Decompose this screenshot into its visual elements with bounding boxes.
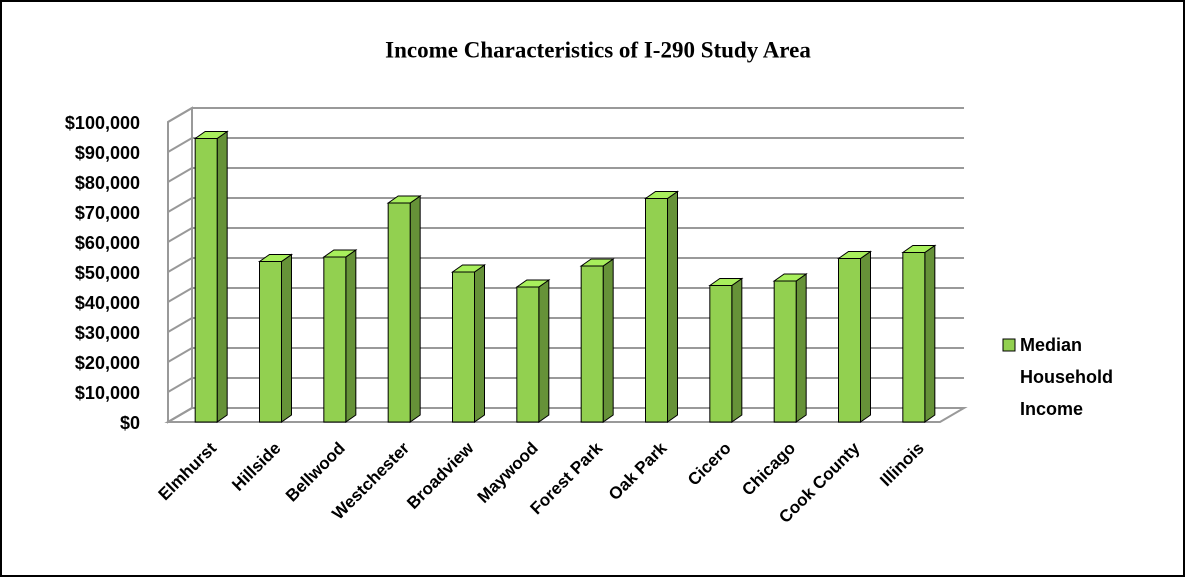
bar bbox=[772, 273, 808, 423]
legend-swatch bbox=[1002, 338, 1016, 352]
bar-front bbox=[323, 256, 347, 423]
bar-front bbox=[902, 252, 926, 423]
bar bbox=[257, 253, 294, 423]
bar-side bbox=[345, 249, 357, 423]
grid-line bbox=[167, 407, 964, 423]
y-tick-label: $90,000 bbox=[75, 143, 140, 163]
bar-front bbox=[838, 258, 861, 423]
y-tick-label: $30,000 bbox=[75, 323, 140, 343]
grid-line bbox=[167, 347, 964, 363]
bar-side bbox=[924, 244, 936, 423]
bar bbox=[901, 244, 937, 423]
grid-line bbox=[167, 317, 964, 333]
chart-title: Income Characteristics of I-290 Study Ar… bbox=[385, 37, 811, 62]
bar bbox=[708, 277, 744, 423]
bar-side bbox=[795, 273, 807, 423]
bar-side bbox=[667, 190, 678, 423]
y-tick-label: $80,000 bbox=[75, 173, 140, 193]
y-tick-label: $10,000 bbox=[75, 383, 140, 403]
bar bbox=[643, 190, 680, 423]
grid-line bbox=[167, 287, 964, 303]
grid-line bbox=[167, 377, 964, 393]
bar-front bbox=[773, 280, 797, 423]
bar-side bbox=[538, 279, 550, 423]
y-tick-label: $100,000 bbox=[65, 113, 140, 133]
bar bbox=[193, 130, 229, 423]
bar-front bbox=[452, 271, 475, 423]
bar bbox=[450, 264, 487, 423]
bar-side bbox=[474, 264, 485, 423]
bar-front bbox=[645, 198, 668, 423]
bar bbox=[322, 249, 358, 423]
bar bbox=[515, 279, 551, 423]
y-tick-label: $50,000 bbox=[75, 263, 140, 283]
grid-line bbox=[167, 107, 964, 123]
y-tick-label: $40,000 bbox=[75, 293, 140, 313]
y-tick-label: $70,000 bbox=[75, 203, 140, 223]
bar-side bbox=[602, 258, 614, 423]
grid-line bbox=[167, 137, 964, 153]
bar-front bbox=[194, 138, 218, 423]
grid-line bbox=[167, 167, 964, 183]
y-tick-label: $60,000 bbox=[75, 233, 140, 253]
bar-front bbox=[387, 202, 411, 423]
bar bbox=[386, 195, 422, 423]
bar-side bbox=[731, 277, 743, 423]
y-tick-label: $0 bbox=[120, 413, 140, 433]
grid-line bbox=[167, 197, 964, 213]
bar bbox=[836, 250, 873, 423]
bar-side bbox=[281, 253, 292, 423]
bar-side bbox=[216, 130, 228, 423]
bar-side bbox=[860, 250, 871, 423]
bar bbox=[579, 258, 615, 423]
bar-front bbox=[580, 265, 604, 423]
bar-front bbox=[709, 285, 733, 423]
grid-line bbox=[167, 227, 964, 243]
grid-line bbox=[167, 257, 964, 273]
bar-side bbox=[409, 195, 421, 423]
legend-label: Median Household Income bbox=[1020, 335, 1113, 419]
y-tick-label: $20,000 bbox=[75, 353, 140, 373]
bar-front bbox=[259, 261, 282, 423]
bar-front bbox=[516, 286, 540, 423]
